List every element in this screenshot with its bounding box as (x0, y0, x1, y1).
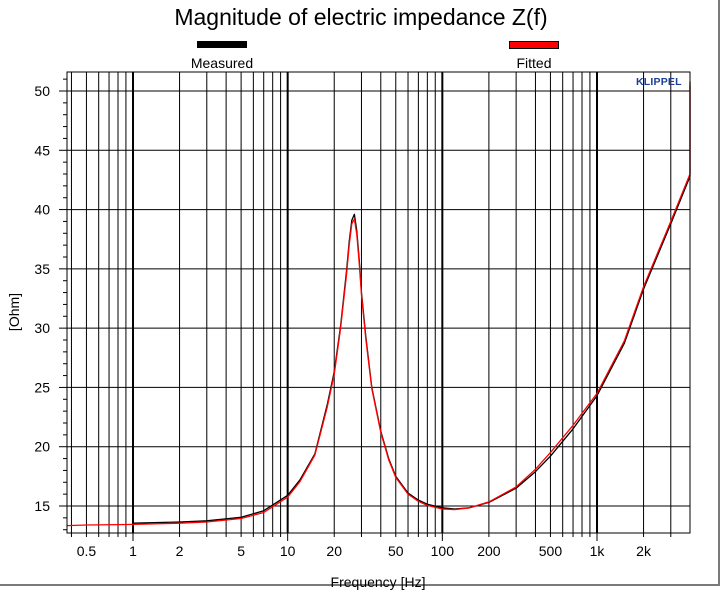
x-tick-label-20: 20 (326, 543, 342, 559)
grid-major (67, 72, 690, 533)
axis-ticks (59, 78, 672, 541)
x-tick-label-1: 1 (129, 543, 137, 559)
y-tick-label-25: 25 (34, 379, 50, 395)
grid-minor (70, 72, 672, 533)
plot-border (66, 71, 691, 534)
y-tick-label-50: 50 (34, 83, 50, 99)
legend-measured-swatch (197, 41, 247, 48)
klippel-logo: KLIPPEL (636, 76, 682, 88)
y-tick-label-30: 30 (34, 320, 50, 336)
x-tick-label-200: 200 (477, 543, 501, 559)
y-tick-label-40: 40 (34, 202, 50, 218)
x-tick-label-5: 5 (237, 543, 245, 559)
y-tick-label-45: 45 (34, 142, 50, 158)
x-tick-label-10: 10 (280, 543, 296, 559)
x-axis-label: Frequency [Hz] (330, 574, 426, 590)
legend-fitted-label: Fitted (516, 55, 552, 71)
chart-title: Magnitude of electric impedance Z(f) (174, 4, 548, 30)
x-tick-label-2k: 2k (636, 543, 652, 559)
legend-fitted-swatch (509, 41, 559, 49)
y-tick-label-20: 20 (34, 439, 50, 455)
x-tick-label-2: 2 (176, 543, 184, 559)
legend-measured-label: Measured (190, 55, 254, 71)
x-tick-label-1k: 1k (590, 543, 606, 559)
y-tick-label-15: 15 (34, 498, 50, 514)
x-tick-label-50: 50 (388, 543, 404, 559)
x-tick-label-100: 100 (431, 543, 455, 559)
x-tick-label-0.5: 0.5 (77, 543, 97, 559)
series-fitted-line (66, 85, 691, 527)
series-measured-line (132, 81, 691, 524)
y-tick-label-35: 35 (34, 261, 50, 277)
x-tick-label-500: 500 (539, 543, 563, 559)
series-layer (66, 81, 691, 527)
